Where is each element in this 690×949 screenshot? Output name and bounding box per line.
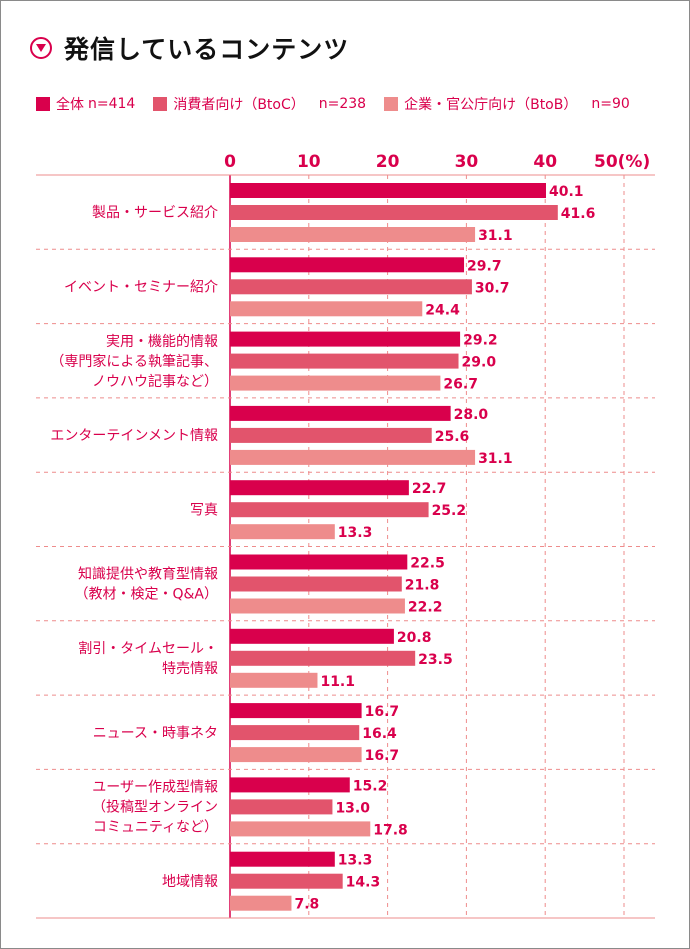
data-label: 15.2 (353, 778, 388, 794)
legend-item-all: 全体 n=414 (36, 94, 135, 114)
bar (230, 480, 409, 496)
bar (230, 375, 441, 391)
data-label: 17.8 (373, 822, 408, 838)
category-label: イベント・セミナー紹介 (64, 279, 218, 295)
legend-n: n=238 (318, 96, 367, 112)
data-label: 25.2 (432, 503, 467, 519)
data-label: 14.3 (346, 875, 381, 891)
legend-n: n=414 (88, 96, 136, 112)
bar (230, 279, 472, 295)
data-label: 30.7 (475, 280, 510, 296)
bar (230, 628, 394, 644)
data-label: 13.3 (338, 525, 373, 541)
category-label: エンターテインメント情報 (50, 428, 218, 444)
data-label: 31.1 (478, 228, 513, 244)
data-label: 25.6 (435, 429, 470, 445)
data-label: 22.7 (412, 481, 447, 497)
data-label: 23.5 (418, 652, 453, 668)
bar (230, 747, 362, 763)
bar (230, 524, 335, 540)
bar (230, 205, 558, 220)
data-label: 22.5 (410, 556, 445, 572)
bar (230, 851, 335, 867)
category-label: コミュニティなど） (93, 820, 218, 836)
legend-swatch (384, 97, 399, 111)
data-label: 26.7 (443, 377, 478, 393)
bar (230, 183, 546, 198)
x-tick-label: 40 (533, 152, 557, 172)
category-label: （専門家による執筆記事、 (50, 353, 218, 370)
category-label: 知識提供や教育型情報 (78, 566, 218, 583)
legend-swatch (153, 97, 168, 111)
bar (230, 672, 318, 688)
legend-item-btob: 企業・官公庁向け（BtoB） n=90 (384, 94, 630, 114)
data-label: 29.2 (463, 333, 498, 349)
data-label: 40.1 (549, 184, 584, 200)
title-row: 発信しているコンテンツ (30, 30, 349, 66)
data-label: 7.8 (294, 897, 319, 913)
x-tick-label: 30 (455, 152, 479, 172)
x-tick-label: 20 (376, 152, 400, 172)
category-label: 写真 (190, 502, 218, 518)
page-title: 発信しているコンテンツ (64, 35, 350, 64)
data-label: 31.1 (478, 451, 513, 467)
bar (230, 777, 350, 793)
category-label: ノウハウ記事など） (92, 373, 218, 390)
bar (230, 449, 476, 465)
category-label: 割引・タイムセール・ (78, 640, 218, 657)
bar (230, 257, 465, 273)
bar (230, 405, 451, 421)
bar (230, 353, 459, 369)
category-label: （教材・検定・Q&A） (74, 587, 218, 603)
category-label: 実用・機能的情報 (106, 334, 218, 350)
legend-label: 企業・官公庁向け（BtoB） (404, 97, 578, 113)
bar (230, 873, 343, 889)
data-label: 16.7 (365, 748, 400, 764)
chevron-down-circle-icon (30, 37, 52, 59)
data-label: 41.6 (561, 206, 596, 222)
bar (230, 554, 408, 570)
bar (230, 650, 416, 666)
bar (230, 703, 362, 719)
data-label: 21.8 (405, 578, 440, 594)
bar (230, 725, 360, 741)
x-tick-label: 0 (224, 152, 236, 172)
category-label: ユーザー作成型情報 (92, 780, 218, 796)
data-label: 13.3 (338, 853, 373, 869)
bar (230, 427, 432, 443)
x-tick-label: 50(%) (594, 152, 650, 172)
legend: 全体 n=414 消費者向け（BtoC） n=238 企業・官公庁向け（BtoB… (36, 94, 648, 114)
data-label: 13.0 (335, 800, 370, 816)
legend-item-btoc: 消費者向け（BtoC） n=238 (153, 94, 366, 114)
legend-label: 消費者向け（BtoC） (173, 97, 305, 113)
category-label: 特売情報 (162, 661, 218, 677)
bar (230, 227, 476, 242)
legend-label: 全体 (56, 97, 84, 113)
legend-n: n=90 (591, 96, 630, 112)
data-label: 29.7 (467, 258, 502, 274)
bar (230, 821, 371, 837)
category-label: 製品・サービス紹介 (92, 205, 218, 221)
bar (230, 895, 292, 911)
data-label: 20.8 (397, 630, 432, 646)
category-label: ニュース・時事ネタ (93, 725, 218, 741)
category-label: （投稿型オンライン (92, 800, 218, 816)
legend-swatch (36, 97, 50, 111)
bar (230, 576, 402, 592)
data-label: 16.7 (365, 704, 400, 720)
data-label: 11.1 (320, 674, 355, 690)
category-label: 地域情報 (162, 874, 218, 890)
data-label: 28.0 (454, 407, 489, 423)
bar (230, 301, 423, 317)
x-tick-label: 10 (297, 152, 321, 172)
data-label: 29.0 (462, 355, 497, 371)
bar (230, 502, 429, 518)
bar (230, 598, 405, 614)
bar (230, 331, 461, 347)
data-label: 22.2 (408, 600, 443, 616)
bar (230, 799, 333, 815)
data-label: 24.4 (425, 302, 460, 318)
data-label: 16.4 (362, 726, 397, 742)
